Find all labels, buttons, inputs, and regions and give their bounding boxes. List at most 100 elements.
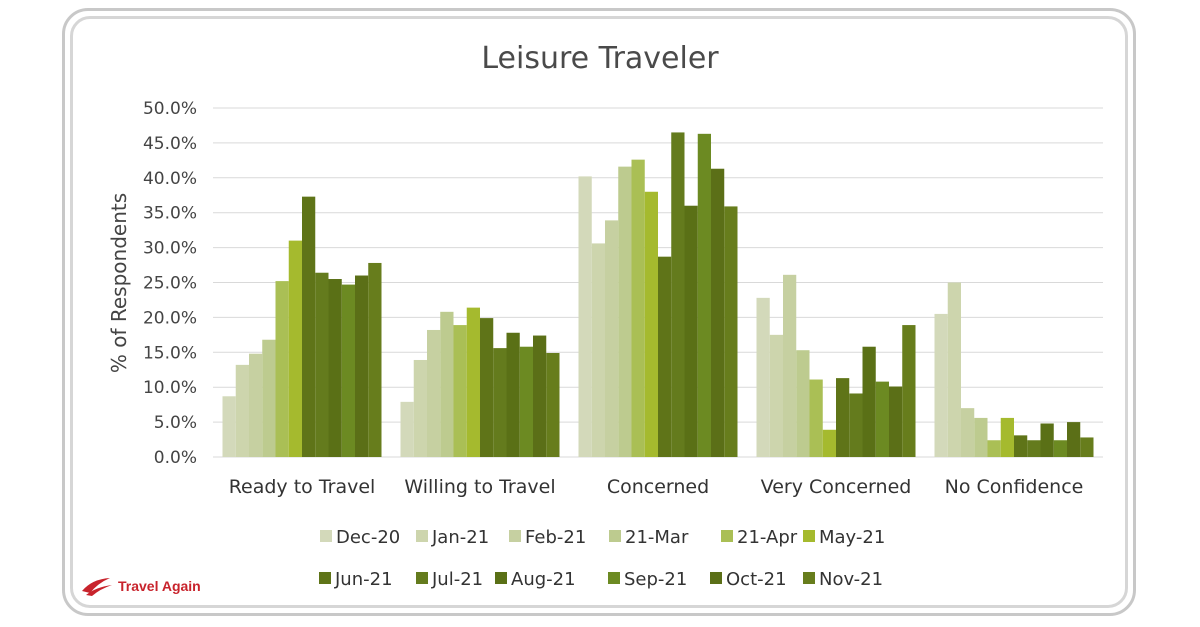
legend-label: 21-Mar <box>625 527 689 548</box>
bar <box>1027 440 1041 457</box>
bar <box>671 132 685 457</box>
bar <box>341 284 355 457</box>
bar <box>902 325 916 457</box>
bar <box>328 279 342 457</box>
bar <box>783 274 797 457</box>
y-tick-label: 30.0% <box>143 239 197 259</box>
bar <box>724 206 738 457</box>
category-labels: Ready to Travel Willing to Travel Concerne… <box>229 476 1084 498</box>
bar <box>1040 423 1054 457</box>
legend-swatch <box>509 530 521 542</box>
legend-swatch <box>320 530 332 542</box>
bar <box>315 272 329 457</box>
y-tick-label: 40.0% <box>143 169 197 189</box>
legend: Dec-20 Jan-21 Feb-21 21-Mar 21-Apr May-21 Jun-… <box>319 527 885 590</box>
bar <box>302 196 316 457</box>
bar <box>1067 422 1081 457</box>
bar <box>506 332 520 457</box>
bar <box>578 176 592 458</box>
bar <box>974 417 988 457</box>
bar <box>644 191 658 457</box>
bar <box>756 297 770 457</box>
legend-label: May-21 <box>819 527 885 548</box>
bar <box>1014 435 1028 457</box>
bar <box>658 256 672 457</box>
category-label: Willing to Travel <box>404 476 555 498</box>
bar <box>1000 417 1014 457</box>
legend-label: Jun-21 <box>334 569 393 590</box>
bar <box>605 220 619 457</box>
bar <box>889 386 903 457</box>
bar <box>222 396 236 457</box>
legend-swatch <box>416 530 428 542</box>
bar <box>480 318 494 457</box>
legend-swatch <box>416 572 428 584</box>
bar <box>862 346 876 457</box>
bar <box>769 334 783 457</box>
bar <box>809 379 823 457</box>
legend-label: Jul-21 <box>431 569 483 590</box>
bar <box>934 313 948 457</box>
bar <box>822 429 836 457</box>
bar <box>875 381 889 457</box>
bar <box>427 329 441 457</box>
y-tick-label: 15.0% <box>143 343 197 363</box>
bar <box>275 281 289 457</box>
y-tick-labels: 0.0% 5.0% 10.0% 15.0% 20.0% 25.0% 30.0% 35.0% 40… <box>143 99 197 468</box>
category-label: Ready to Travel <box>229 476 376 498</box>
bar <box>355 275 369 457</box>
bar <box>368 262 382 457</box>
bar <box>533 335 547 457</box>
legend-label: Sep-21 <box>624 569 687 590</box>
category-label: Concerned <box>607 476 709 498</box>
chart-title: Leisure Traveler <box>481 41 719 76</box>
bar <box>466 307 480 457</box>
bar <box>288 240 302 457</box>
legend-swatch <box>710 572 722 584</box>
bar <box>697 133 711 458</box>
y-tick-label: 45.0% <box>143 134 197 154</box>
category-label: No Confidence <box>945 476 1084 498</box>
bar <box>413 359 427 457</box>
category-label: Very Concerned <box>761 476 912 498</box>
bar <box>235 364 249 457</box>
bar <box>796 350 810 457</box>
bar <box>519 346 533 457</box>
y-tick-label: 10.0% <box>143 378 197 398</box>
brand-name: Travel Again <box>118 578 201 594</box>
bar <box>249 353 263 457</box>
bar <box>546 352 560 457</box>
bar <box>947 282 961 457</box>
y-tick-label: 35.0% <box>143 204 197 224</box>
bar <box>849 393 863 457</box>
y-tick-label: 25.0% <box>143 274 197 294</box>
legend-swatch <box>495 572 507 584</box>
legend-swatch <box>721 530 733 542</box>
legend-swatch <box>608 572 620 584</box>
bar <box>591 243 605 457</box>
bar <box>711 168 725 457</box>
bar <box>453 325 467 457</box>
plane-swoosh-icon <box>82 578 112 596</box>
legend-label: Feb-21 <box>525 527 586 548</box>
bar <box>961 408 975 457</box>
chart-frame-inner <box>70 16 1128 608</box>
bar <box>836 378 850 457</box>
bar <box>987 440 1001 457</box>
legend-swatch <box>609 530 621 542</box>
legend-swatch <box>803 572 815 584</box>
bar <box>1080 437 1094 457</box>
y-tick-label: 50.0% <box>143 99 197 119</box>
brand-logo: Travel Again <box>80 575 201 597</box>
bar <box>1053 440 1067 457</box>
legend-swatch <box>803 530 815 542</box>
bar <box>631 159 645 458</box>
legend-label: Dec-20 <box>336 527 400 548</box>
y-tick-label: 20.0% <box>143 308 197 328</box>
legend-label: Aug-21 <box>511 569 576 590</box>
bar <box>493 348 507 457</box>
bar <box>440 311 454 457</box>
y-tick-label: 5.0% <box>154 413 197 433</box>
bar <box>618 166 632 457</box>
